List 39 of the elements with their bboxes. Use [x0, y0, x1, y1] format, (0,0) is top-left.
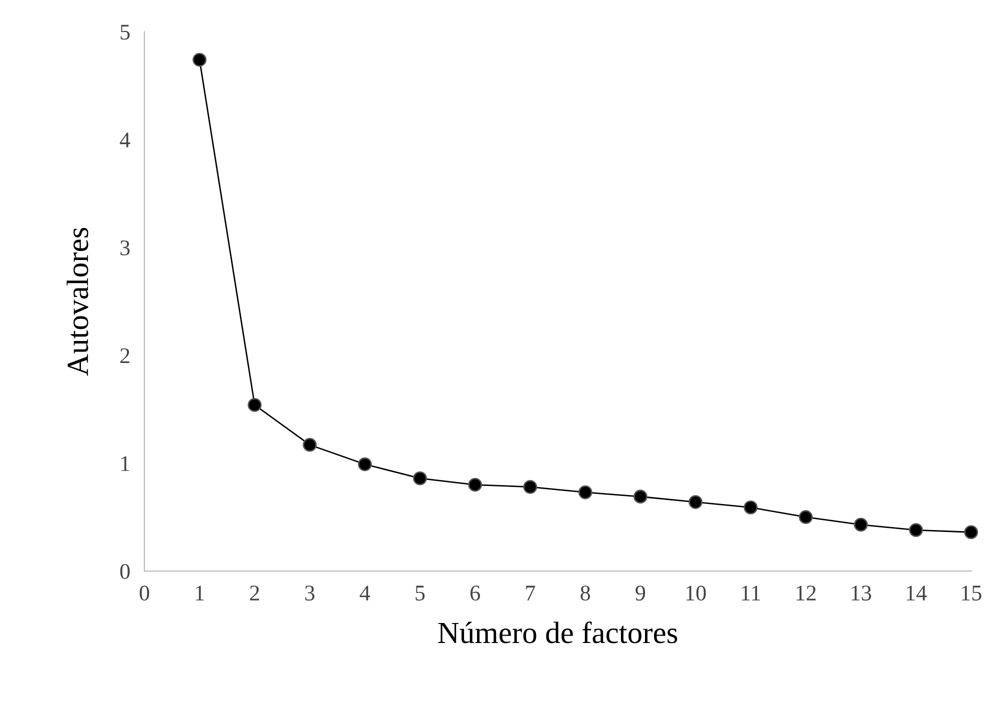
point: [248, 398, 262, 412]
point: [688, 495, 702, 509]
y-tick-label: 3: [120, 240, 130, 256]
x-tick-label: 4: [360, 586, 370, 600]
x-axis-title: Número de factores: [438, 621, 678, 644]
x-tick-label: 14: [906, 586, 927, 600]
y-tick-label: 0: [120, 564, 130, 579]
x-tick-label: 6: [470, 586, 480, 601]
x-tick-label: 9: [636, 586, 646, 601]
x-tick-label: 12: [796, 586, 816, 600]
point: [358, 457, 372, 472]
point: [192, 52, 206, 67]
y-tick-label: 5: [120, 24, 130, 40]
point: [633, 490, 648, 504]
point: [578, 485, 592, 500]
x-tick-label: 7: [526, 586, 536, 600]
y-tick-label: 1: [121, 456, 130, 471]
y-tick-label: 4: [120, 132, 130, 148]
x-tick-label: 2: [250, 586, 259, 600]
y-axis-title: Autovalores: [66, 228, 88, 376]
x-tick-label: 5: [416, 586, 425, 601]
point: [302, 438, 317, 452]
x-tick-label: 8: [580, 586, 590, 601]
x-tick-label: 3: [305, 586, 314, 601]
x-tick-label: 11: [742, 586, 760, 600]
x-tick-label: 1: [196, 586, 204, 600]
x-tick-label: 13: [852, 586, 872, 601]
point: [798, 510, 813, 524]
y-tick-label: 2: [120, 348, 130, 364]
point: [854, 518, 868, 532]
point: [468, 478, 482, 492]
x-tick-label: 10: [686, 586, 706, 601]
point: [964, 525, 978, 540]
point: [523, 480, 538, 494]
point: [413, 471, 427, 486]
x-tick-label: 0: [140, 586, 150, 601]
point: [744, 500, 758, 514]
x-tick-label: 15: [962, 586, 982, 601]
point: [909, 523, 923, 538]
